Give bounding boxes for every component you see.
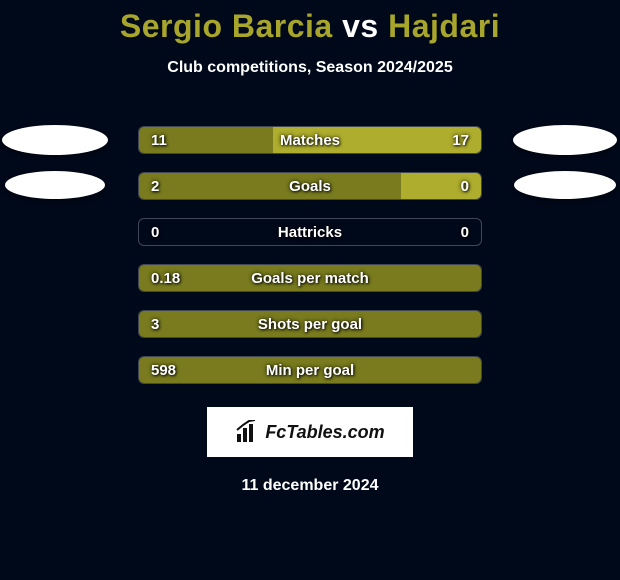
bar-fill-left xyxy=(139,357,481,383)
bar-chart-icon xyxy=(235,420,259,444)
bar-fill-left xyxy=(139,265,481,291)
player-avatar xyxy=(5,171,105,199)
bar-fill-left xyxy=(139,127,273,153)
bar-fill-left xyxy=(139,311,481,337)
stat-row: Shots per goal3 xyxy=(0,301,620,347)
comparison-infographic: Sergio Barcia vs Hajdari Club competitio… xyxy=(0,0,620,580)
bar-fill-left xyxy=(139,173,401,199)
player-a-name: Sergio Barcia xyxy=(120,8,333,44)
date-line: 11 december 2024 xyxy=(0,477,620,495)
stat-bar: Matches1117 xyxy=(138,126,482,154)
subtitle: Club competitions, Season 2024/2025 xyxy=(0,59,620,77)
page-title: Sergio Barcia vs Hajdari xyxy=(0,8,620,45)
stat-value-left: 0 xyxy=(151,219,159,245)
stat-bar: Goals per match0.18 xyxy=(138,264,482,292)
bar-fill-right xyxy=(273,127,481,153)
stat-row: Hattricks0 0 xyxy=(0,209,620,255)
stat-bar: Hattricks0 0 xyxy=(138,218,482,246)
player-b-name: Hajdari xyxy=(388,8,500,44)
player-avatar xyxy=(2,125,108,155)
title-separator: vs xyxy=(333,8,388,44)
player-avatar xyxy=(513,125,617,155)
logo-box: FcTables.com xyxy=(207,407,413,457)
bar-fill-right xyxy=(401,173,481,199)
stat-row: Min per goal598 xyxy=(0,347,620,393)
stat-bar: Shots per goal3 xyxy=(138,310,482,338)
stat-row: Goals per match0.18 xyxy=(0,255,620,301)
stat-label: Hattricks xyxy=(139,219,481,245)
bars-region: Matches1117 Goals20 Hattricks0 0 Goals per m… xyxy=(0,117,620,393)
logo-text: FcTables.com xyxy=(265,422,384,443)
stat-value-right: 0 xyxy=(461,219,469,245)
stat-bar: Min per goal598 xyxy=(138,356,482,384)
player-avatar xyxy=(514,171,616,199)
stat-bar: Goals20 xyxy=(138,172,482,200)
